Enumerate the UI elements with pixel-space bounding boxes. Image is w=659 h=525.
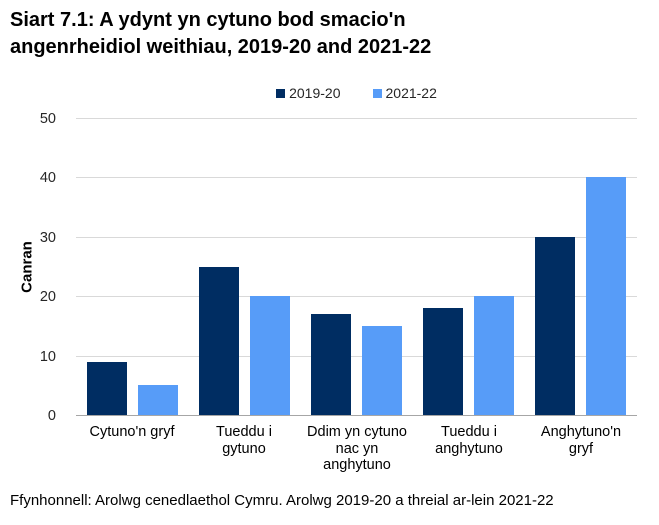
category-label: Cytuno'n gryf: [89, 424, 175, 440]
gridline: [76, 296, 637, 298]
bar-2021-22: [250, 296, 290, 415]
legend-item-2021-22: 2021-22: [372, 85, 437, 101]
plot-area: [76, 118, 637, 416]
bar-2019-20: [199, 266, 239, 415]
bar-2019-20: [423, 308, 463, 415]
bar-2019-20: [311, 314, 351, 415]
bar-2021-22: [138, 385, 178, 415]
category-label: Anghytuno'n gryf: [540, 424, 622, 457]
category-label: Tueddu i anghytuno: [435, 424, 503, 457]
bar-2019-20: [87, 361, 127, 415]
x-axis-line: [76, 415, 637, 416]
bar-2021-22: [362, 325, 402, 415]
y-tick-label: 40: [39, 170, 56, 187]
y-axis-tick-labels: 0 10 20 30 40 50: [30, 111, 66, 424]
y-tick-label: 10: [39, 348, 56, 365]
gridline: [76, 236, 637, 238]
y-tick-label: 20: [39, 289, 56, 306]
gridline: [76, 118, 637, 119]
legend-item-2019-20: 2019-20: [276, 85, 341, 101]
chart-title: Siart 7.1: A ydynt yn cytuno bod smacio'…: [10, 9, 432, 58]
source-note: Ffynhonnell: Arolwg cenedlaethol Cymru. …: [10, 492, 554, 509]
gridline: [76, 355, 637, 357]
gridline: [76, 177, 637, 179]
bar-2019-20: [535, 236, 575, 415]
y-tick-label: 50: [39, 111, 56, 127]
y-tick-label: 0: [47, 408, 56, 424]
category-label: Ddim yn cytuno nac yn anghytuno: [307, 424, 407, 473]
bar-2021-22: [586, 177, 626, 415]
bar-2021-22: [474, 296, 514, 415]
y-tick-label: 30: [39, 229, 56, 246]
legend-label-2021-22: 2021-22: [385, 85, 437, 101]
legend-swatch-2021-22: [372, 88, 382, 98]
legend: 2019-20 2021-22: [76, 84, 637, 102]
legend-swatch-2019-20: [276, 88, 286, 98]
category-label: Tueddu i gytuno: [216, 424, 272, 457]
legend-label-2019-20: 2019-20: [289, 85, 341, 101]
